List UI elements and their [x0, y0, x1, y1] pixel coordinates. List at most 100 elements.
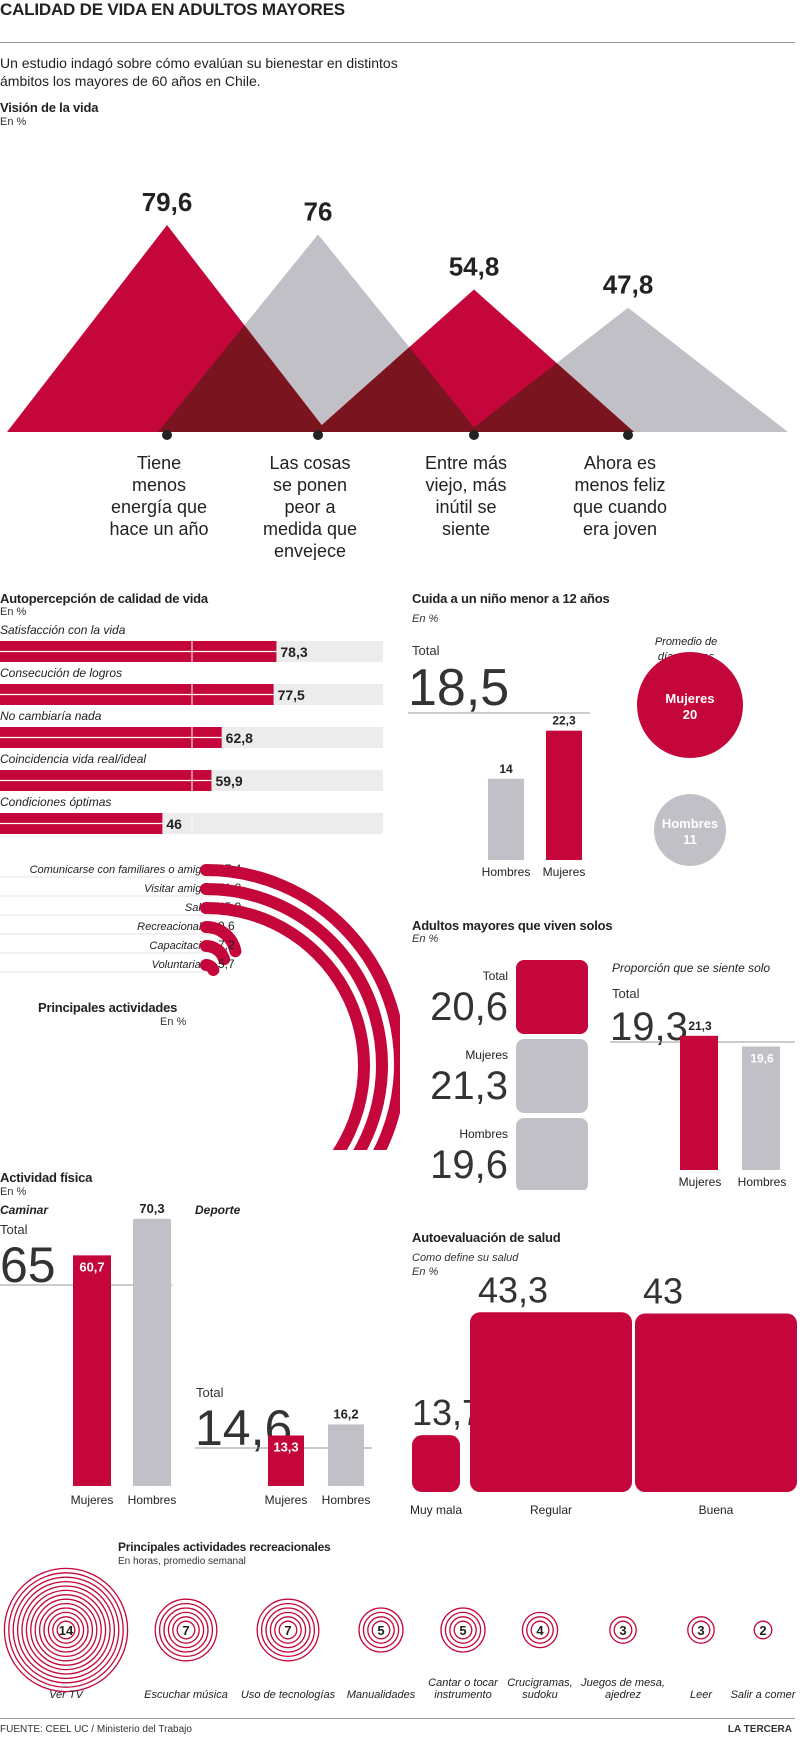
cuida-bar-1 [488, 778, 524, 860]
salud-category-2: Regular [530, 1503, 572, 1517]
footer-divider [0, 1718, 795, 1719]
recreacionales-chart: 14 Ver TV 7 Escuchar música 7 Uso de tecnolog… [3, 1567, 797, 1701]
vision-caption-3: siente [442, 519, 490, 539]
autopercepcion-value-1: 78,3 [280, 644, 307, 660]
recreacionales-ring-7 [613, 1620, 633, 1640]
actividades-label-2: Visitar amigos [144, 883, 213, 895]
recreacionales-ring-2 [154, 1598, 218, 1662]
fisica-total-value-1: 65 [0, 1237, 56, 1293]
autopercepcion-value-4: 59,9 [215, 773, 242, 789]
salud-unit: En % [412, 1266, 439, 1278]
recreacionales-ring-4 [358, 1607, 404, 1653]
vision-marker-2 [313, 430, 323, 440]
vision-caption-1: hace un año [109, 519, 208, 539]
vision-caption-2: Las cosas [269, 453, 350, 473]
solos-category-2: Hombres [738, 1175, 787, 1189]
cuida-bar-2 [546, 730, 582, 860]
recreacionales-label-7: ajedrez [605, 1689, 642, 1701]
actividades-title: Principales actividades [38, 1000, 178, 1015]
cuida-days-value-1: 20 [683, 707, 697, 722]
cuida-value-1: 14 [499, 762, 513, 776]
actividades-label-5: Capacitación [149, 940, 213, 952]
recreacionales-ring-7 [609, 1616, 637, 1644]
actividades-unit: En % [160, 1016, 187, 1028]
fisica-deporte-bar-2 [328, 1424, 364, 1486]
vision-unit: En % [0, 116, 27, 128]
solos-title: Adultos mayores que viven solos [412, 918, 613, 933]
page-title: CALIDAD DE VIDA EN ADULTOS MAYORES [0, 0, 345, 19]
recreacionales-ring-4 [371, 1620, 391, 1640]
salud-bar-3 [635, 1313, 797, 1492]
recreacionales-label-5: instrumento [434, 1689, 491, 1701]
recreacionales-center-1 [58, 1622, 74, 1638]
recreacionales-ring-5 [444, 1611, 482, 1649]
autopercepcion-label-3: No cambiaría nada [0, 709, 102, 723]
cuida-days-label-2: Hombres [662, 816, 718, 831]
actividades-arc-4 [200, 921, 242, 958]
autopercepcion-value-3: 62,8 [226, 730, 253, 746]
recreacionales-ring-1 [34, 1598, 98, 1662]
solos-total-label: Total [612, 986, 640, 1001]
vision-caption-1: Tiene [137, 453, 181, 473]
fisica-unit: En % [0, 1186, 27, 1198]
solos-box-label-1: Total [483, 969, 508, 983]
recreacionales-ring-8 [691, 1620, 711, 1640]
solos-sub-title: Proporción que se siente solo [612, 961, 770, 975]
salud-value-2: 43,3 [478, 1270, 548, 1310]
recreacionales-ring-4 [362, 1611, 400, 1649]
recreacionales-ring-2 [176, 1620, 196, 1640]
fisica-total-label-2: Total [196, 1385, 224, 1400]
recreacionales-ring-1 [21, 1585, 111, 1675]
recreacionales-center-2 [178, 1622, 194, 1638]
recreacionales-value-1: 14 [59, 1623, 74, 1638]
vision-marker-3 [469, 430, 479, 440]
salud-bar-2 [470, 1312, 632, 1492]
salud-value-3: 43 [643, 1271, 683, 1312]
salud-category-3: Buena [699, 1503, 734, 1517]
cuida-unit: En % [412, 613, 439, 625]
solos-box-value-3: 19,6 [430, 1143, 508, 1187]
actividades-arc-1 [200, 864, 400, 1150]
vision-caption-2: medida que [263, 519, 357, 539]
cuida-total-value: 18,5 [408, 659, 509, 717]
recreacionales-label-1: Ver TV [49, 1689, 84, 1701]
recreacionales-center-8 [693, 1622, 709, 1638]
cuida-days-circle-2 [654, 794, 726, 866]
recreacionales-center-9 [755, 1622, 771, 1638]
recreacionales-ring-2 [158, 1602, 214, 1658]
cuida-value-2: 22,3 [552, 714, 576, 728]
recreacionales-ring-3 [265, 1607, 311, 1653]
vision-caption-2: se ponen [273, 475, 347, 495]
fisica-caminar-bar-2 [133, 1218, 171, 1486]
vision-title: Visión de la vida [0, 100, 99, 115]
autopercepcion-label-4: Coincidencia vida real/ideal [0, 752, 146, 766]
recreacionales-center-4 [373, 1622, 389, 1638]
recreacionales-label-7: Juegos de mesa, [580, 1677, 665, 1689]
footer-source: FUENTE: CEEL UC / Ministerio del Trabajo [0, 1724, 192, 1735]
recreacionales-ring-4 [367, 1616, 395, 1644]
vision-caption-4: que cuando [573, 497, 667, 517]
recreacionales-ring-5 [449, 1616, 477, 1644]
recreacionales-ring-6 [521, 1611, 559, 1649]
recreacionales-value-6: 4 [536, 1623, 544, 1638]
vision-caption-4: Ahora es [584, 453, 656, 473]
actividades-arc-6 [200, 959, 220, 976]
recreacionales-label-6: sudoku [522, 1689, 557, 1701]
recreacionales-value-2: 7 [182, 1623, 189, 1638]
intro-text: Un estudio indagó sobre cómo evalúan su … [0, 55, 398, 89]
recreacionales-label-4: Manualidades [347, 1689, 416, 1701]
vision-value-3: 54,8 [449, 252, 500, 282]
recreacionales-label-8: Leer [690, 1689, 713, 1701]
solos-bar-1 [680, 1035, 718, 1170]
solos-value-2: 19,6 [750, 1052, 774, 1066]
recreacionales-ring-9 [753, 1620, 773, 1640]
cuida-days-value-2: 11 [683, 832, 697, 847]
solos-category-1: Mujeres [679, 1175, 722, 1189]
recreacionales-ring-1 [3, 1567, 129, 1693]
recreacionales-ring-1 [56, 1620, 76, 1640]
vision-caption-3: inútil se [435, 497, 496, 517]
footer-brand: LA TERCERA [727, 1724, 792, 1735]
vision-value-1: 79,6 [142, 187, 193, 217]
recreacionales-value-8: 3 [697, 1623, 704, 1638]
autopercepcion-unit: En % [0, 606, 27, 618]
